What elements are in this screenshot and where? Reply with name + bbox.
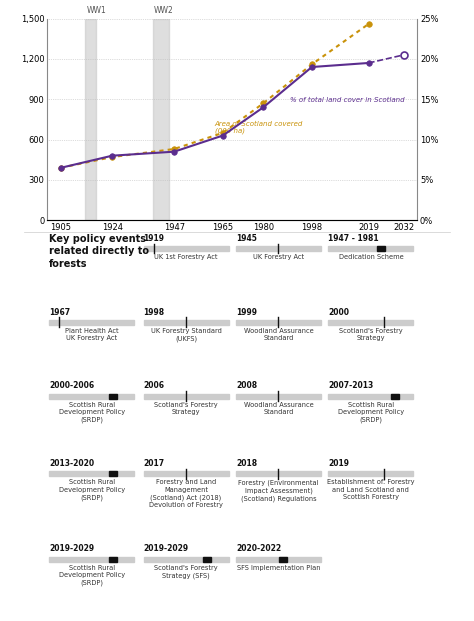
Text: UK 1st Forestry Act: UK 1st Forestry Act <box>155 254 218 260</box>
Text: Area of Scotland covered
(000 ha): Area of Scotland covered (000 ha) <box>215 120 303 134</box>
Bar <box>144 557 228 562</box>
Bar <box>85 19 96 220</box>
Bar <box>377 246 385 251</box>
Text: 1967: 1967 <box>49 307 70 317</box>
Text: UK Forestry Standard
(UKFS): UK Forestry Standard (UKFS) <box>151 328 221 342</box>
Text: SFS Implementation Plan: SFS Implementation Plan <box>237 564 320 571</box>
Bar <box>49 320 134 325</box>
Text: 2000: 2000 <box>328 307 349 317</box>
Bar <box>328 320 413 325</box>
Text: 2006: 2006 <box>144 381 164 391</box>
Bar <box>144 320 228 325</box>
Text: % of total land cover in Scotland: % of total land cover in Scotland <box>290 97 405 103</box>
Bar <box>109 557 117 562</box>
Text: Scotland's Forestry
Strategy: Scotland's Forestry Strategy <box>339 328 403 342</box>
Bar <box>236 394 321 399</box>
Text: Woodland Assurance
Standard: Woodland Assurance Standard <box>244 328 313 342</box>
Text: Scotland's Forestry
Strategy: Scotland's Forestry Strategy <box>154 402 218 415</box>
Text: 2019-2029: 2019-2029 <box>144 545 189 553</box>
Text: 2017: 2017 <box>144 459 164 468</box>
Text: Forestry (Environmental
Impact Assessment)
(Scotland) Regulations: Forestry (Environmental Impact Assessmen… <box>238 479 319 502</box>
Bar <box>236 320 321 325</box>
Bar <box>328 394 413 399</box>
Text: 2019: 2019 <box>328 459 349 468</box>
Text: Key policy events
related directly to
forests: Key policy events related directly to fo… <box>49 233 149 269</box>
Text: 2019-2029: 2019-2029 <box>49 545 94 553</box>
Text: Scottish Rural
Development Policy
(SRDP): Scottish Rural Development Policy (SRDP) <box>59 479 125 501</box>
Bar <box>49 394 134 399</box>
Text: UK Forestry Act: UK Forestry Act <box>253 254 304 260</box>
Text: 1999: 1999 <box>236 307 257 317</box>
Text: Forestry and Land
Management
(Scotland) Act (2018)
Devolution of Forestry: Forestry and Land Management (Scotland) … <box>149 479 223 508</box>
Bar <box>328 246 413 251</box>
Text: Plant Health Act
UK Forestry Act: Plant Health Act UK Forestry Act <box>65 328 118 342</box>
Bar <box>236 471 321 476</box>
Bar <box>391 394 399 399</box>
Bar <box>153 19 169 220</box>
Text: 2008: 2008 <box>236 381 257 391</box>
Bar <box>328 471 413 476</box>
Text: Dedication Scheme: Dedication Scheme <box>338 254 403 260</box>
Text: Scottish Rural
Development Policy
(SRDP): Scottish Rural Development Policy (SRDP) <box>59 402 125 423</box>
Text: 1998: 1998 <box>144 307 164 317</box>
Text: Scottish Rural
Development Policy
(SRDP): Scottish Rural Development Policy (SRDP) <box>59 564 125 586</box>
Text: 2007-2013: 2007-2013 <box>328 381 374 391</box>
Bar <box>109 394 117 399</box>
Bar <box>236 557 321 562</box>
Bar <box>49 471 134 476</box>
Text: 1919: 1919 <box>144 233 164 243</box>
Text: WW2: WW2 <box>154 6 174 15</box>
Bar <box>279 557 287 562</box>
Text: WW1: WW1 <box>87 6 106 15</box>
Text: Scotland's Forestry
Strategy (SFS): Scotland's Forestry Strategy (SFS) <box>154 564 218 579</box>
Text: 2013-2020: 2013-2020 <box>49 459 94 468</box>
Text: Establishment of: Forestry
and Land Scotland and
Scottish Forestry: Establishment of: Forestry and Land Scot… <box>327 479 415 501</box>
Bar <box>236 246 321 251</box>
Bar <box>144 471 228 476</box>
Bar <box>109 471 117 476</box>
Text: 1947 - 1981: 1947 - 1981 <box>328 233 379 243</box>
Text: Woodland Assurance
Standard: Woodland Assurance Standard <box>244 402 313 415</box>
Bar <box>144 246 228 251</box>
Text: 2000-2006: 2000-2006 <box>49 381 94 391</box>
Bar <box>49 557 134 562</box>
Bar <box>203 557 211 562</box>
Text: Scottish Rural
Development Policy
(SRDP): Scottish Rural Development Policy (SRDP) <box>338 402 404 423</box>
Text: 1945: 1945 <box>236 233 257 243</box>
Text: 2018: 2018 <box>236 459 257 468</box>
Bar <box>144 394 228 399</box>
Text: 2020-2022: 2020-2022 <box>236 545 281 553</box>
